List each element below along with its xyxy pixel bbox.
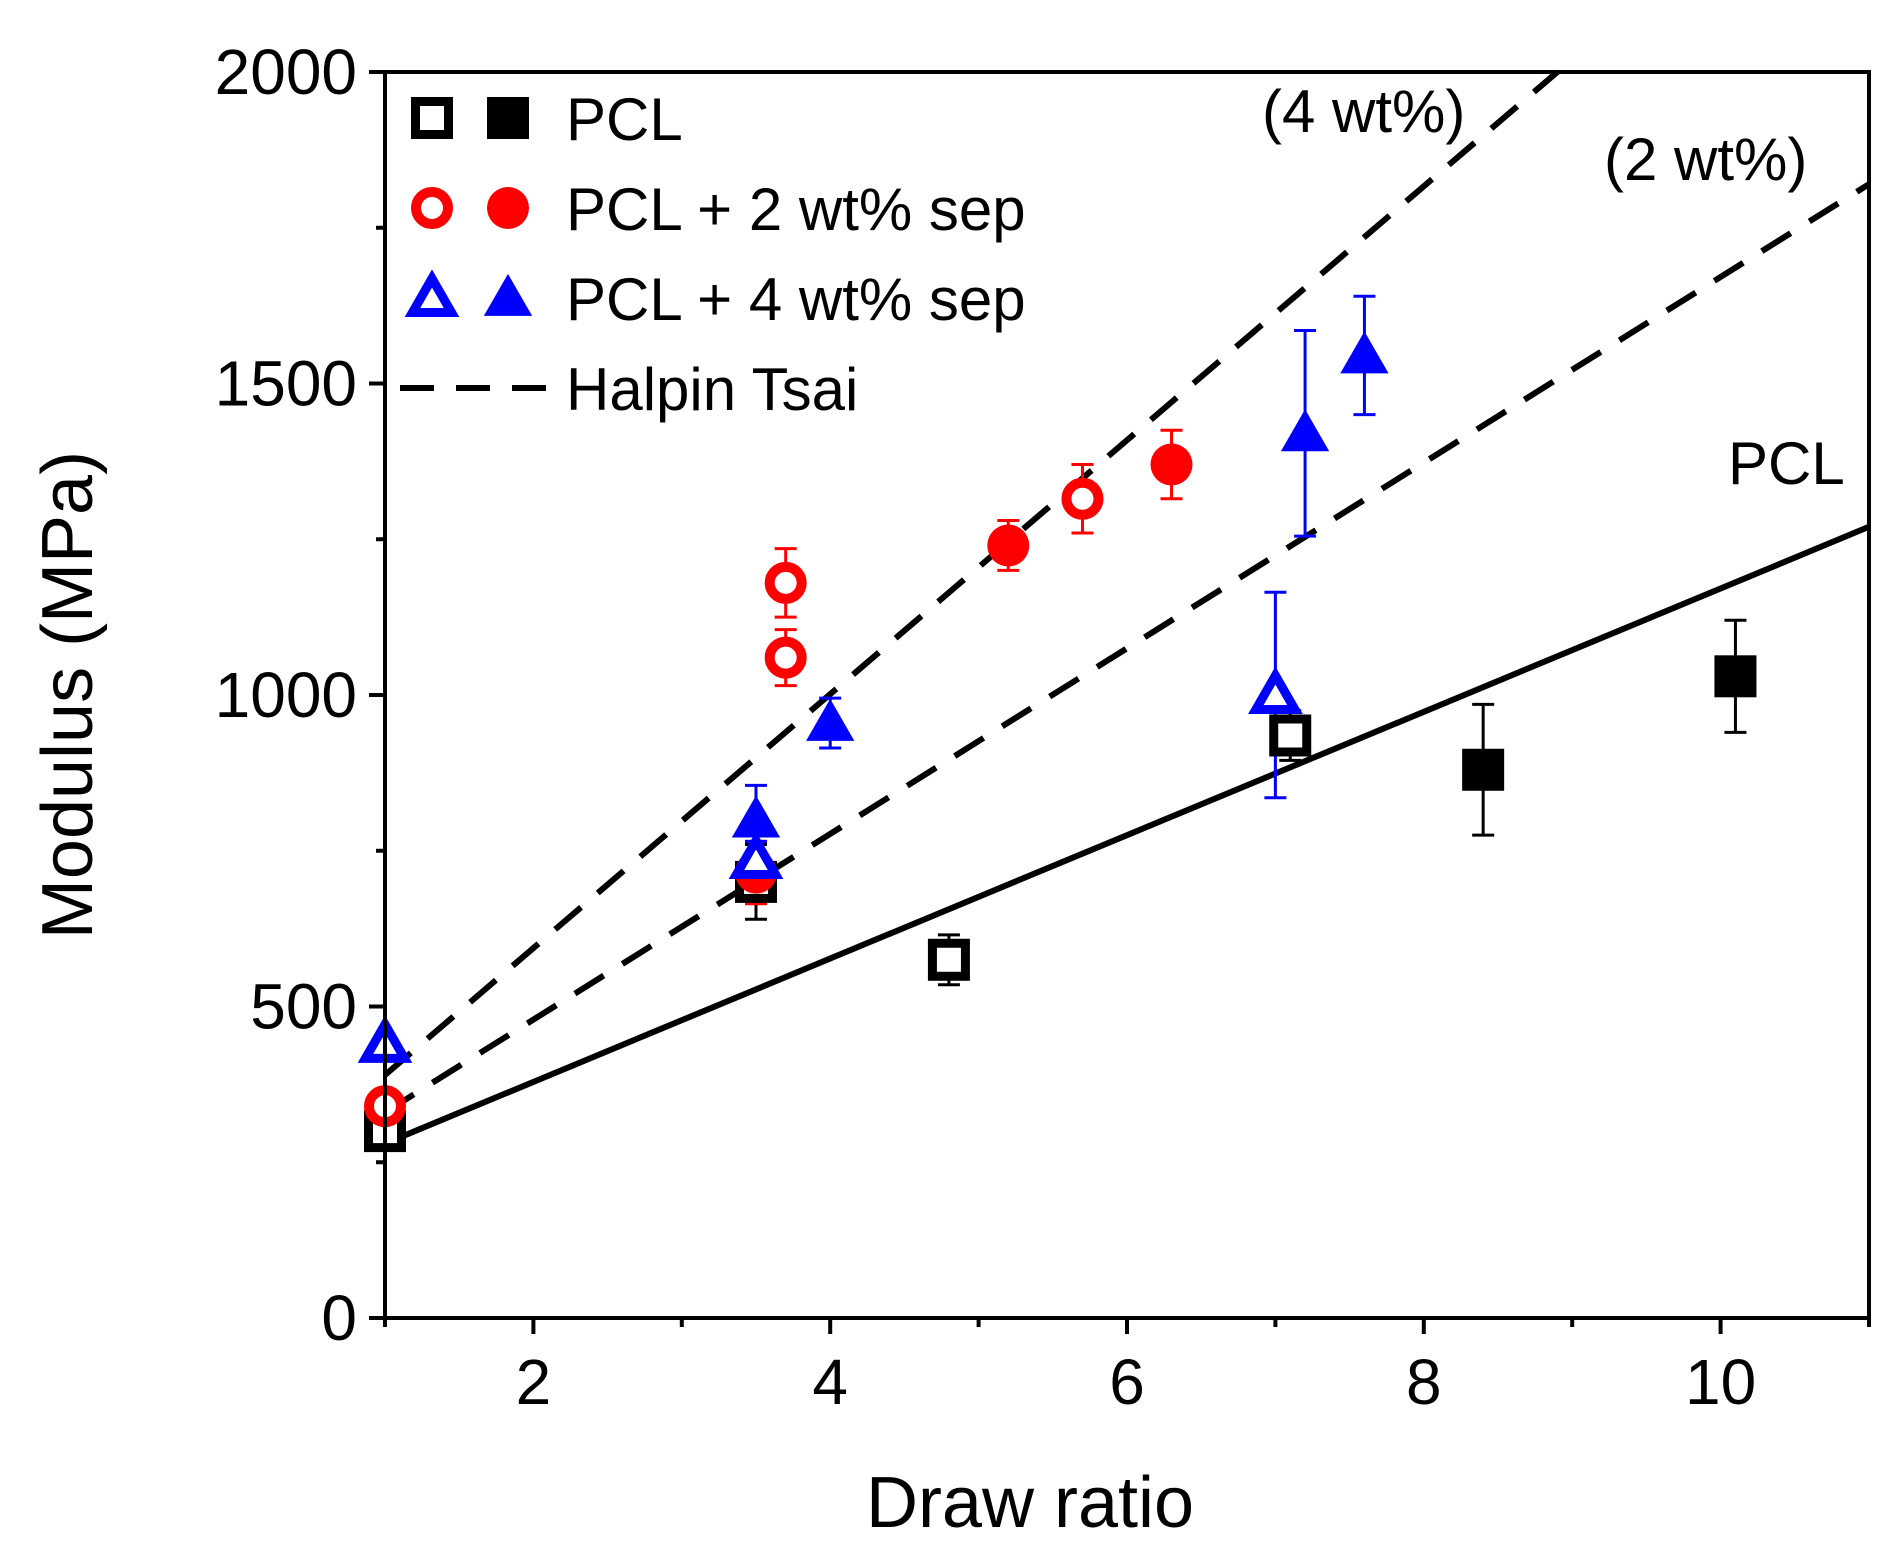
data-point-open-circle [764, 636, 807, 679]
legend-marker-filled-circle [487, 187, 529, 229]
data-point-filled-square [1714, 655, 1757, 698]
legend-marker-filled-triangle [483, 273, 533, 316]
fit-line-pcl [383, 524, 1871, 1147]
data-point-filled-triangle [1280, 409, 1330, 452]
x-tick-label: 8 [1406, 1346, 1442, 1418]
data-point-open-square [1269, 714, 1312, 757]
legend-label: Halpin Tsai [566, 356, 858, 423]
data-point-open-triangle [728, 831, 784, 880]
y-tick-label: 0 [321, 1282, 357, 1354]
fit-lines [383, 69, 1871, 1147]
data-point-open-circle [764, 561, 807, 604]
data-point-filled-triangle [1340, 331, 1389, 374]
legend-label: PCL + 2 wt% sep [566, 176, 1026, 243]
fit-line-4wt [383, 69, 1560, 1078]
legend-label: PCL + 4 wt% sep [566, 266, 1026, 333]
data-point-filled-triangle [806, 698, 855, 741]
data-point-filled-circle [1150, 443, 1193, 486]
x-tick-label: 10 [1685, 1346, 1756, 1418]
annotation-4wt: (4 wt%) [1262, 78, 1465, 145]
y-axis-ticks: 0 500 1000 1500 2000 [215, 36, 385, 1354]
data-point-open-triangle [1248, 666, 1303, 714]
fit-line-2wt [383, 181, 1871, 1115]
annotation-pcl: PCL [1728, 430, 1845, 497]
data-point-filled-triangle [731, 795, 781, 838]
y-axis-title: Modulus (MPa) [28, 451, 108, 939]
y-tick-label: 2000 [215, 36, 357, 108]
legend-marker-open-circle [411, 187, 453, 229]
x-tick-label: 4 [812, 1346, 848, 1418]
y-tick-label: 1000 [215, 659, 357, 731]
annotation-2wt: (2 wt%) [1604, 126, 1807, 193]
y-tick-label: 1500 [215, 348, 357, 420]
x-axis-title: Draw ratio [866, 1463, 1194, 1542]
y-tick-label: 500 [250, 971, 357, 1043]
x-axis-ticks: 2 4 6 8 10 [383, 1318, 1871, 1418]
x-tick-label: 2 [516, 1346, 552, 1418]
legend-label: PCL [566, 86, 683, 153]
legend: PCL PCL + 2 wt% sep PCL + 4 wt% sep Halpin … [400, 86, 1026, 423]
data-point-open-square [927, 938, 970, 981]
legend-marker-filled-square [487, 97, 529, 139]
legend-marker-open-triangle [404, 269, 460, 317]
x-tick-label: 6 [1109, 1346, 1145, 1418]
legend-marker-open-square [411, 97, 453, 139]
data-point-open-circle [1061, 477, 1104, 520]
data-point-filled-circle [987, 524, 1030, 567]
data-point-filled-square [1462, 748, 1505, 791]
